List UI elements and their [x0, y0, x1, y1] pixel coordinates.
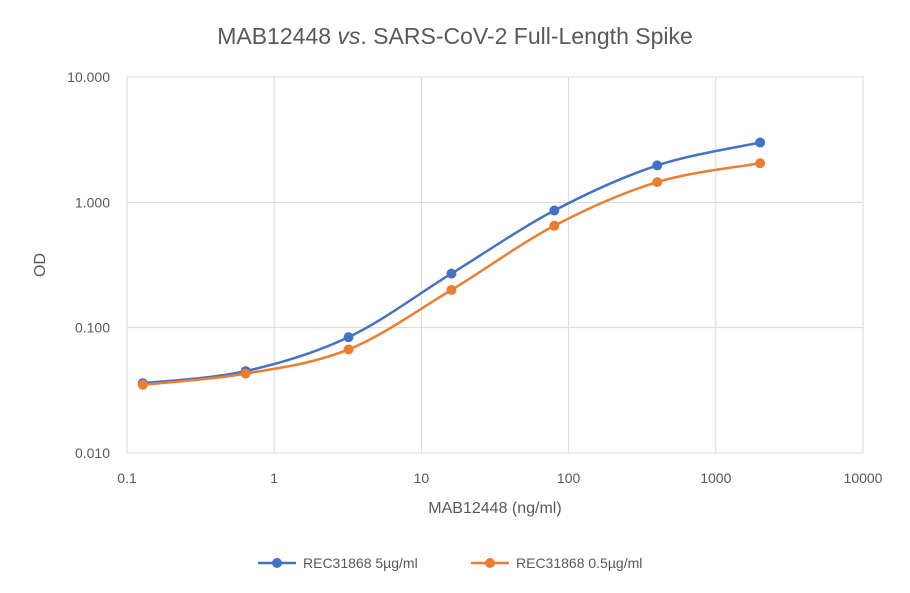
x-tick-label: 10000 [844, 470, 883, 486]
data-point-series-2 [240, 368, 251, 379]
axis-ticks: 0.1 1 10 100 1000 10000 0.010 0.100 1.000 10.000 [67, 69, 883, 486]
legend-entry-2: REC31868 0.5µg/ml [516, 555, 642, 571]
data-point-series-2 [343, 344, 354, 355]
x-axis-label: MAB12448 (ng/ml) [428, 500, 561, 517]
data-point-series-1 [446, 268, 457, 279]
legend-entry-1: REC31868 5µg/ml [303, 555, 418, 571]
y-tick-label: 0.010 [75, 445, 110, 461]
data-point-series-2 [137, 379, 148, 390]
data-point-series-2 [755, 158, 766, 169]
data-point-series-2 [446, 284, 457, 295]
legend-marker-2 [485, 558, 495, 568]
data-point-series-2 [652, 177, 663, 188]
y-tick-label: 1.000 [75, 194, 110, 210]
data-point-series-1 [755, 137, 766, 148]
y-tick-label: 0.100 [75, 320, 110, 336]
series-lines [142, 141, 761, 387]
grid [126, 76, 864, 454]
data-point-series-1 [652, 160, 663, 171]
y-axis-label: OD [32, 253, 49, 277]
x-tick-label: 0.1 [117, 470, 137, 486]
data-point-series-1 [549, 205, 560, 216]
x-tick-label: 100 [557, 470, 581, 486]
x-tick-label: 1 [270, 470, 278, 486]
chart-title: MAB12448 vs. SARS-CoV-2 Full-Length Spik… [217, 23, 693, 49]
data-point-series-1 [343, 332, 354, 343]
legend: REC31868 5µg/ml REC31868 0.5µg/ml [258, 555, 642, 571]
x-tick-label: 1000 [700, 470, 731, 486]
data-point-series-2 [549, 220, 560, 231]
series-points [137, 137, 766, 390]
y-tick-label: 10.000 [67, 69, 110, 85]
legend-marker-1 [272, 558, 282, 568]
x-tick-label: 10 [414, 470, 430, 486]
